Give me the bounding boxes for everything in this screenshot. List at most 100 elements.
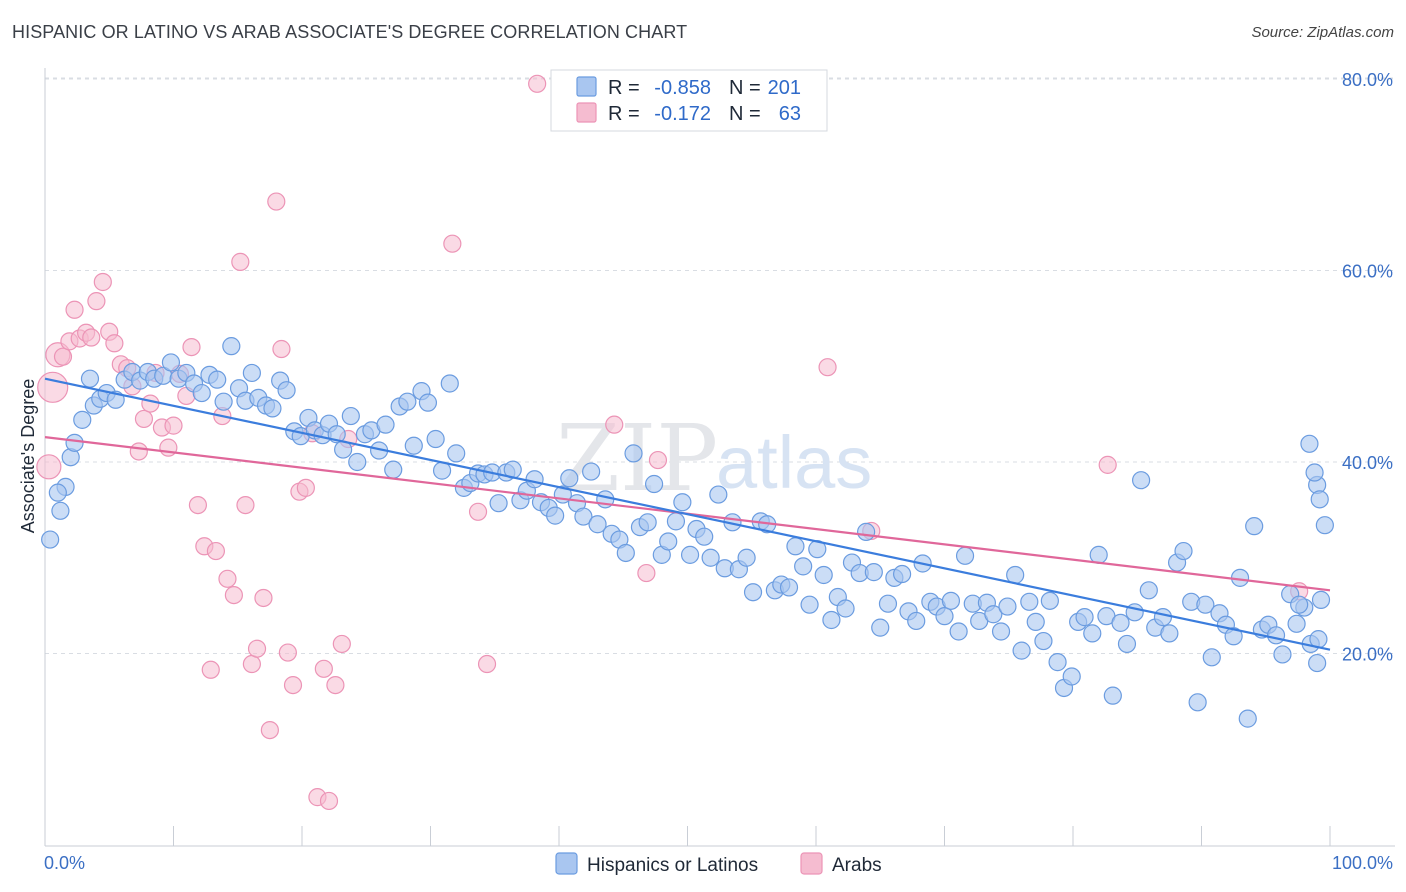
arab-point xyxy=(283,675,303,695)
hispanic-point xyxy=(1308,653,1327,673)
hispanic-point xyxy=(644,474,664,494)
hispanic-point xyxy=(277,381,296,400)
legend-box xyxy=(550,69,828,132)
hispanic-point xyxy=(1062,667,1081,686)
hispanic-point xyxy=(1315,516,1334,535)
hispanic-point xyxy=(786,537,805,556)
trend-lines xyxy=(44,377,1331,651)
hispanic-point xyxy=(701,548,720,567)
hispanic-point xyxy=(48,483,67,502)
hispanic-point xyxy=(1245,517,1264,536)
hispanic-point xyxy=(941,591,961,610)
hispanic-point xyxy=(1202,648,1221,667)
series-label-hispanic: Hispanics or Latinos xyxy=(587,855,758,876)
hispanic-point xyxy=(51,501,70,520)
hispanic-point xyxy=(991,622,1011,641)
arab-point xyxy=(319,791,339,811)
hispanic-point xyxy=(398,392,417,411)
legend-n-value-2: 63 xyxy=(779,103,801,125)
arab-point xyxy=(326,675,345,695)
y-tick-label: 20.0% xyxy=(1342,645,1393,665)
hispanic-point xyxy=(376,415,395,434)
arab-point xyxy=(468,502,488,521)
hispanic-point xyxy=(1160,624,1179,643)
hispanic-point xyxy=(80,369,100,388)
hispanic-point xyxy=(426,429,445,449)
hispanic-point xyxy=(878,594,898,613)
arab-point xyxy=(182,338,201,357)
arab-point xyxy=(87,292,106,311)
hispanic-point xyxy=(871,618,890,637)
hispanic-point xyxy=(1083,624,1102,643)
y-axis-label: Associate's Degree xyxy=(18,379,38,534)
arab-point xyxy=(224,585,243,605)
hispanic-point xyxy=(1224,627,1243,646)
hispanic-point xyxy=(546,506,565,525)
hispanic-point xyxy=(864,563,883,582)
hispanic-point xyxy=(1273,645,1292,664)
hispanic-point xyxy=(1117,634,1137,654)
hispanic-point xyxy=(709,485,728,504)
hispanic-point xyxy=(73,410,92,429)
y-tick-label: 40.0% xyxy=(1342,453,1393,473)
series-swatch-arab xyxy=(800,852,823,875)
hispanic-point xyxy=(935,607,954,626)
hispanic-point xyxy=(1153,608,1173,627)
hispanic-point xyxy=(447,444,466,463)
hispanic-point xyxy=(41,530,60,549)
hispanic-point xyxy=(489,494,508,513)
arab-point xyxy=(260,720,279,740)
watermark-atlas: atlas xyxy=(716,421,872,504)
hispanic-point xyxy=(1311,590,1331,609)
arab-point xyxy=(254,588,273,608)
hispanic-point xyxy=(440,374,459,393)
hispanic-point xyxy=(1300,434,1319,453)
arab-point xyxy=(93,272,112,292)
legend-swatch-hispanic xyxy=(576,76,597,97)
arab-point xyxy=(267,192,286,211)
hispanic-point xyxy=(525,470,544,489)
series-swatch-hispanic xyxy=(555,852,578,875)
hispanic-point xyxy=(214,392,233,411)
legend-r-label-2: R = xyxy=(608,103,640,125)
hispanic-point xyxy=(1034,631,1053,651)
arab-point xyxy=(36,454,62,480)
arab-point xyxy=(134,409,154,429)
hispanic-point xyxy=(822,610,841,630)
legend-n-label-1: N = xyxy=(729,77,761,99)
hispanic-point xyxy=(1020,592,1039,611)
hispanic-point xyxy=(673,493,692,512)
arab-point xyxy=(247,639,267,658)
tick-labels: 20.0% 40.0% 60.0% 80.0% 0.0% 100.0% xyxy=(44,70,1393,873)
arab-point xyxy=(105,334,124,353)
legend-n-value-1: 201 xyxy=(768,77,801,99)
hispanic-point xyxy=(418,393,438,412)
hispanic-point xyxy=(384,460,403,479)
arab-point xyxy=(528,74,547,93)
hispanic-point xyxy=(1266,626,1286,645)
arab-point xyxy=(236,495,255,515)
x-tick-label: 100.0% xyxy=(1332,853,1393,873)
arab-point xyxy=(82,328,101,347)
hispanic-point xyxy=(1196,595,1215,614)
arab-point xyxy=(477,654,497,674)
hispanic-point xyxy=(949,622,968,641)
arab-point xyxy=(296,478,315,497)
hispanic-point xyxy=(998,597,1017,616)
arab-point xyxy=(65,300,84,319)
hispanic-point xyxy=(857,522,876,541)
arab-point xyxy=(129,442,148,461)
hispanic-point xyxy=(624,444,643,463)
hispanic-point xyxy=(1174,541,1193,561)
legend-n-label-2: N = xyxy=(729,103,761,125)
hispanic-point xyxy=(192,383,211,403)
arab-point xyxy=(637,563,656,583)
hispanic-point xyxy=(1026,612,1045,632)
hispanic-point xyxy=(161,353,181,372)
arab-point xyxy=(37,371,69,403)
hispanic-point xyxy=(800,595,819,614)
correlation-legend: R = -0.858 N = 201 R = -0.172 N = 63 xyxy=(550,69,828,132)
arab-point xyxy=(188,495,208,515)
legend-swatch-arab xyxy=(576,102,597,123)
